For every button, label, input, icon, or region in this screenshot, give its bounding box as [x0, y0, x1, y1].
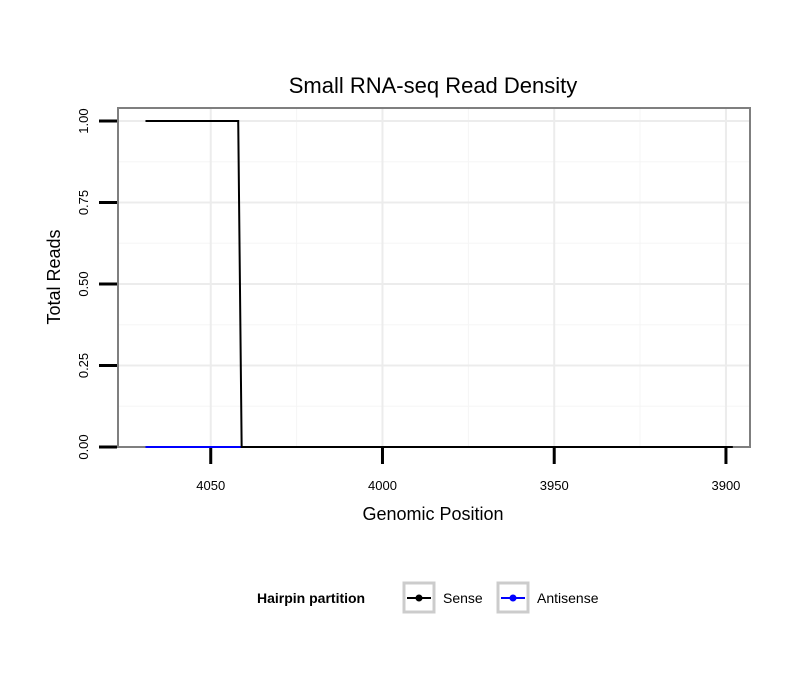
legend-key-marker: [509, 594, 517, 602]
y-axis-label: Total Reads: [44, 229, 64, 324]
x-axis: 4050 4000 3950 3900: [196, 448, 740, 493]
chart-title: Small RNA-seq Read Density: [289, 73, 578, 98]
y-tick-label: 0.75: [76, 190, 91, 215]
grid: [118, 108, 750, 448]
legend-key-marker: [415, 594, 423, 602]
y-tick-label: 1.00: [76, 108, 91, 133]
plot-frame: [117, 107, 751, 448]
legend: Hairpin partition Sense Antisense: [257, 581, 599, 614]
legend-item-antisense: Antisense: [496, 581, 599, 614]
x-axis-label: Genomic Position: [362, 504, 503, 524]
series-layer: [145, 120, 733, 448]
legend-label: Antisense: [537, 590, 599, 606]
legend-items: Sense Antisense: [402, 581, 599, 614]
y-tick-label: 0.25: [76, 353, 91, 378]
y-tick-label: 0.50: [76, 271, 91, 296]
x-tick-label: 3950: [540, 478, 569, 493]
x-tick-label: 4000: [368, 478, 397, 493]
legend-label: Sense: [443, 590, 483, 606]
x-tick-label: 3900: [711, 478, 740, 493]
legend-item-sense: Sense: [402, 581, 483, 614]
x-tick-label: 4050: [196, 478, 225, 493]
y-axis: 0.00 0.25 0.50 0.75 1.00: [76, 108, 117, 460]
series-line-sense: [145, 120, 733, 448]
legend-title: Hairpin partition: [257, 590, 365, 606]
y-tick-label: 0.00: [76, 434, 91, 459]
